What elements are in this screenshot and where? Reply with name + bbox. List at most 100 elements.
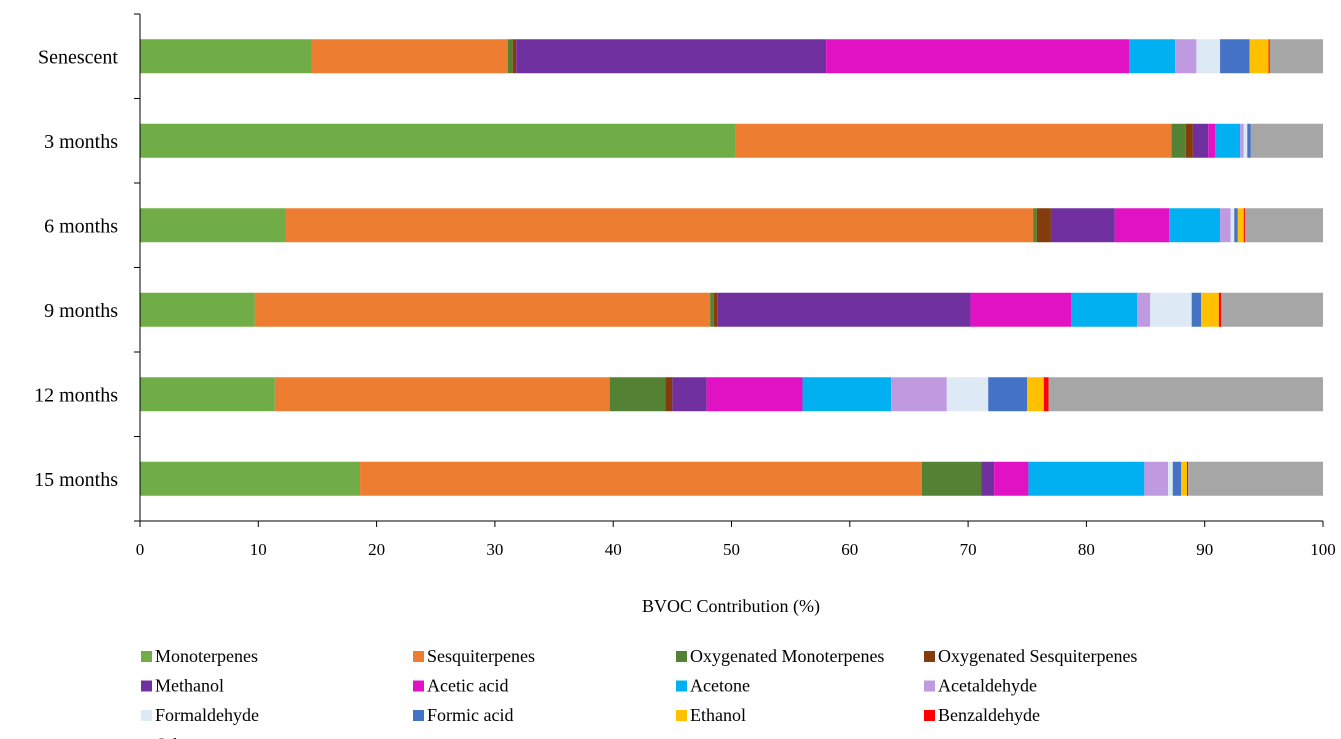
bar-6-months-oxygenated-monoterpenes (1033, 208, 1037, 243)
bar-15-months-other (1188, 461, 1323, 496)
legend-label-other: Other (155, 735, 196, 739)
x-tick-label-0: 0 (136, 540, 145, 559)
bar-12-months-formic-acid (988, 377, 1028, 412)
x-tick-label-30: 30 (486, 540, 503, 559)
bar-12-months-sesquiterpenes (274, 377, 610, 412)
bar-12-months-oxygenated-sesquiterpenes (665, 377, 673, 412)
bar-3-months-formaldehyde (1243, 123, 1248, 158)
bar-12-months-monoterpenes (140, 377, 275, 412)
legend-swatch-acetone (676, 680, 687, 692)
legend-swatch-formaldehyde (141, 710, 152, 721)
bar-senescent-acetone (1128, 39, 1176, 74)
bar-3-months-methanol (1192, 123, 1209, 158)
bar-3-months-oxygenated-monoterpenes (1171, 123, 1186, 158)
bar-12-months-methanol (672, 377, 707, 412)
bar-senescent-formic-acid (1220, 39, 1250, 74)
bar-15-months-benzaldehyde (1186, 461, 1189, 496)
bar-senescent-monoterpenes (140, 39, 312, 74)
bar-3-months-acetaldehyde (1240, 123, 1244, 158)
x-tick-label-50: 50 (723, 540, 740, 559)
bar-3-months-monoterpenes (140, 123, 736, 158)
bar-6-months-monoterpenes (140, 208, 286, 243)
bar-senescent-oxygenated-monoterpenes (507, 39, 513, 74)
x-tick-label-40: 40 (605, 540, 622, 559)
legend-swatch-benzaldehyde (924, 710, 935, 721)
bar-6-months-formaldehyde (1230, 208, 1235, 243)
legend: Monoterpenes Sesquiterpenes Oxygenated Mon… (141, 646, 1137, 739)
bar-9-months-acetone (1071, 292, 1138, 327)
bar-6-months-formic-acid (1234, 208, 1238, 243)
bar-6-months-benzaldehyde (1243, 208, 1245, 243)
legend-label-acetic-acid: Acetic acid (427, 676, 508, 696)
legend-swatch-sesquiterpenes (413, 651, 424, 662)
axes-group (134, 13, 1324, 527)
bar-15-months-sesquiterpenes (360, 461, 922, 496)
bar-9-months-oxygenated-monoterpenes (710, 292, 714, 327)
bar-15-months-monoterpenes (140, 461, 361, 496)
legend-swatch-methanol (141, 680, 152, 692)
bar-6-months-acetaldehyde (1220, 208, 1231, 243)
bar-12-months-ethanol (1027, 377, 1044, 412)
bar-9-months-monoterpenes (140, 292, 255, 327)
bar-6-months-acetone (1169, 208, 1221, 243)
legend-swatch-formic-acid (413, 710, 424, 721)
bar-9-months-sesquiterpenes (254, 292, 711, 327)
legend-label-oxygenated-sesquiterpenes: Oxygenated Sesquiterpenes (938, 646, 1137, 666)
bar-9-months-acetaldehyde (1137, 292, 1151, 327)
bar-12-months-acetic-acid (706, 377, 803, 412)
bar-9-months-formaldehyde (1150, 292, 1192, 327)
bar-9-months-formic-acid (1191, 292, 1202, 327)
bar-senescent-methanol (516, 39, 827, 74)
bar-15-months-acetic-acid (994, 461, 1029, 496)
x-tick-labels: 0 10 20 30 40 50 60 70 80 90 100 (136, 540, 1336, 559)
category-label-3-months: 3 months (44, 131, 118, 153)
legend-swatch-oxygenated-sesquiterpenes (924, 651, 935, 662)
bar-15-months-formaldehyde (1168, 461, 1173, 496)
bar-6-months-ethanol (1237, 208, 1244, 243)
legend-label-acetone: Acetone (690, 676, 750, 696)
bar-15-months-acetone (1028, 461, 1145, 496)
bar-6-months-other (1244, 208, 1323, 243)
bar-3-months-other (1250, 123, 1323, 158)
bar-senescent-other (1269, 39, 1323, 74)
bar-9-months-benzaldehyde (1218, 292, 1222, 327)
legend-swatch-oxygenated-monoterpenes (676, 651, 687, 662)
bar-6-months-methanol (1050, 208, 1115, 243)
bar-senescent-acetic-acid (826, 39, 1129, 74)
category-label-senescent: Senescent (38, 46, 118, 68)
x-tick-label-20: 20 (368, 540, 385, 559)
bar-6-months-sesquiterpenes (285, 208, 1034, 243)
bar-senescent-benzaldehyde (1268, 39, 1270, 74)
bar-senescent-acetaldehyde (1175, 39, 1197, 74)
x-tick-label-90: 90 (1196, 540, 1213, 559)
x-tick-label-60: 60 (841, 540, 858, 559)
bar-12-months-other (1048, 377, 1323, 412)
legend-label-methanol: Methanol (155, 676, 224, 696)
bar-senescent-ethanol (1249, 39, 1269, 74)
bar-6-months-oxygenated-sesquiterpenes (1036, 208, 1051, 243)
legend-label-acetaldehyde: Acetaldehyde (938, 676, 1037, 696)
bar-3-months-acetic-acid (1208, 123, 1216, 158)
bar-3-months-sesquiterpenes (735, 123, 1172, 158)
category-label-12-months: 12 months (34, 384, 118, 406)
legend-label-monoterpenes: Monoterpenes (155, 646, 258, 666)
bar-15-months-ethanol (1181, 461, 1187, 496)
bar-15-months-methanol (981, 461, 995, 496)
bar-15-months-formic-acid (1172, 461, 1182, 496)
bar-9-months-other (1221, 292, 1323, 327)
x-tick-label-100: 100 (1310, 540, 1336, 559)
bar-9-months-oxygenated-sesquiterpenes (713, 292, 718, 327)
bar-senescent-oxygenated-sesquiterpenes (512, 39, 517, 74)
bar-senescent-sesquiterpenes (311, 39, 508, 74)
category-label-9-months: 9 months (44, 300, 118, 322)
legend-label-formaldehyde: Formaldehyde (155, 705, 259, 725)
legend-swatch-monoterpenes (141, 651, 152, 662)
bar-12-months-oxygenated-monoterpenes (609, 377, 666, 412)
bar-15-months-acetaldehyde (1144, 461, 1169, 496)
bar-12-months-formaldehyde (946, 377, 989, 412)
legend-label-sesquiterpenes: Sesquiterpenes (427, 646, 535, 666)
category-labels: Senescent 3 months 6 months 9 months 12 mont… (34, 46, 118, 491)
bar-3-months-acetone (1215, 123, 1241, 158)
bar-senescent-formaldehyde (1196, 39, 1221, 74)
